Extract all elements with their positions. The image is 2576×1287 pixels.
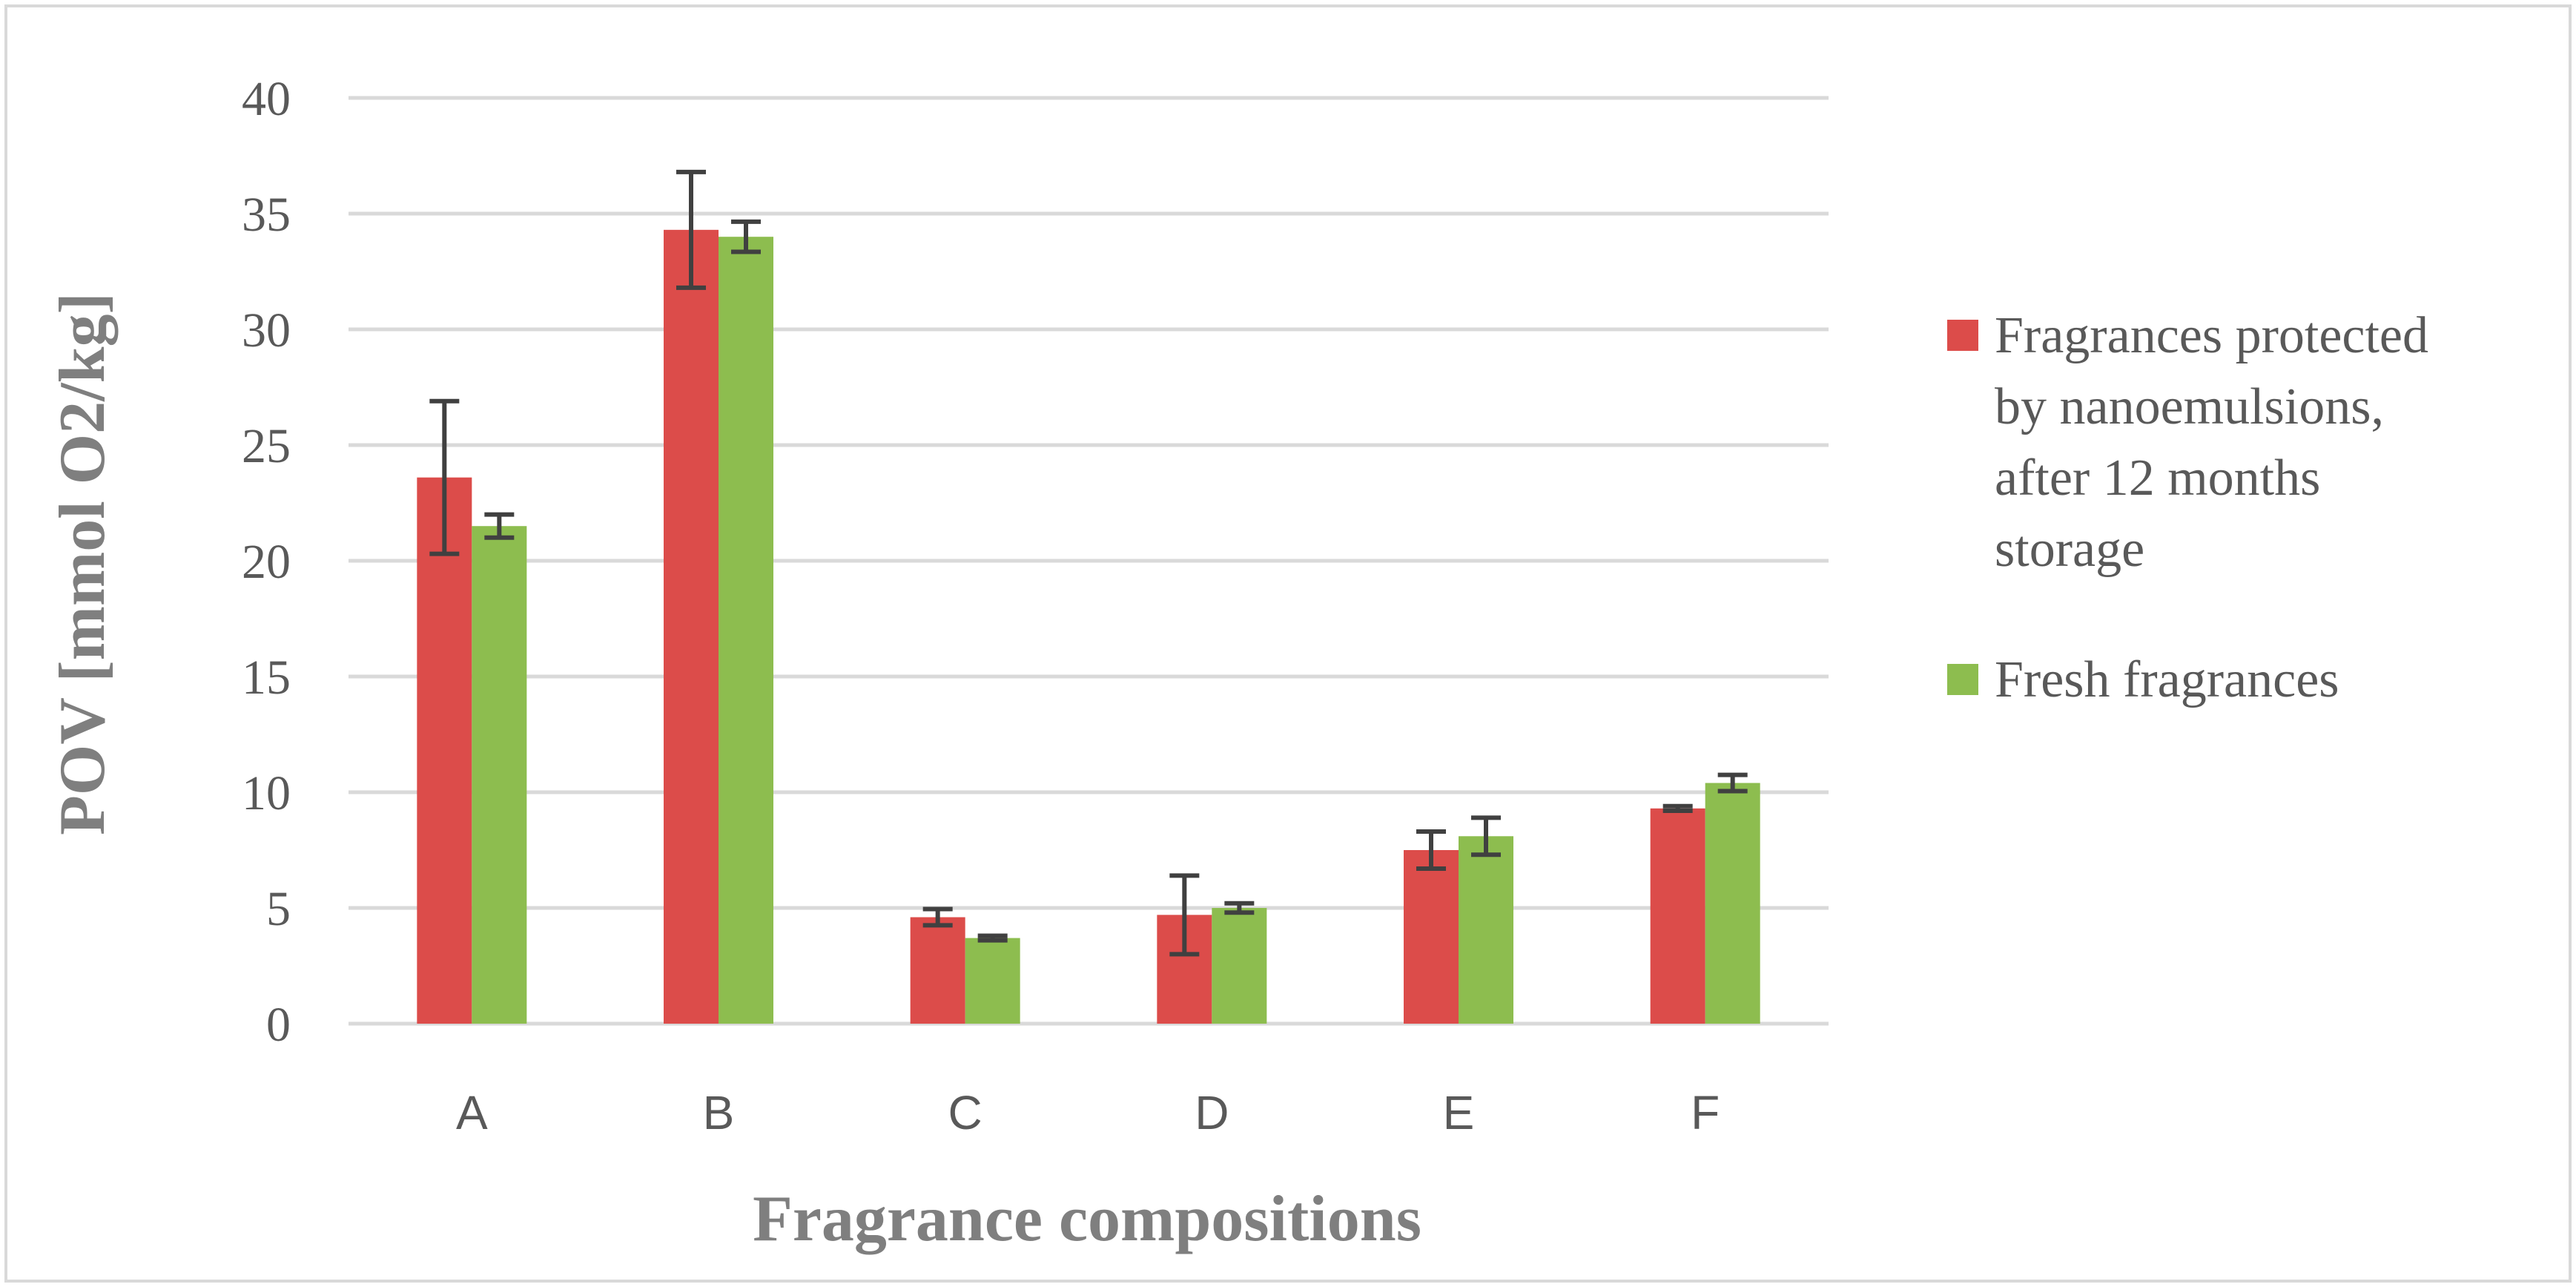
error-bar-C-series-1 [922,906,953,928]
legend: Fragrances protected by nanoemulsions, aft… [1947,307,2428,708]
x-axis-title: Fragrance compositions [753,1183,1421,1255]
y-tick-label: 40 [242,72,291,126]
error-bar-B-series-2 [731,219,761,254]
x-tick-label: E [1443,1086,1475,1139]
bar-E-series-1 [1404,850,1459,1024]
x-tick-label: C [948,1086,982,1139]
bar-C-series-1 [910,917,965,1024]
y-tick-label: 10 [242,766,291,820]
bar-A-series-2 [472,526,527,1024]
error-bar-E-series-1 [1416,829,1446,871]
bar-F-series-2 [1705,783,1760,1024]
x-tick-label: D [1195,1086,1229,1139]
y-tick-label: 30 [242,303,291,358]
error-bar-B-series-1 [676,169,706,290]
error-bar-F-series-2 [1717,772,1748,794]
x-tick-label: A [456,1086,488,1139]
y-tick-label: 20 [242,535,291,589]
legend-swatch [1947,664,1978,695]
legend-item-2: Fresh fragrances [1947,651,2339,708]
error-bar-D-series-1 [1169,873,1200,957]
legend-item-1: Fragrances protected by nanoemulsions, aft… [1947,307,2428,578]
y-tick-labels: 0 5 10 15 20 25 30 35 40 [242,72,291,1052]
bar-A-series-1 [417,477,472,1024]
y-tick-label: 0 [266,998,291,1052]
legend-label: Fragrances protected by nanoemulsions, aft… [1995,307,2428,578]
x-tick-labels: A B C D E F [456,1086,1720,1139]
bar-C-series-2 [965,938,1020,1024]
x-tick-label: F [1691,1086,1720,1139]
bar-E-series-2 [1459,836,1513,1024]
y-axis-title: POV [mmol O2/kg] [47,292,119,835]
bar-F-series-1 [1650,808,1705,1024]
bar-group [417,229,1760,1024]
chart-border [4,4,2572,1283]
y-tick-label: 35 [242,188,291,242]
x-tick-label: B [703,1086,735,1139]
error-bar-F-series-1 [1662,803,1693,813]
y-tick-label: 5 [266,882,291,936]
error-bar-group [429,169,1748,957]
error-bar-A-series-1 [429,398,460,556]
bar-B-series-2 [719,237,773,1024]
gridlines [349,96,1829,1026]
legend-label: Fresh fragrances [1995,651,2339,708]
error-bar-A-series-2 [484,512,515,540]
error-bar-E-series-2 [1471,815,1501,858]
y-tick-label: 25 [242,419,291,473]
error-bar-D-series-2 [1224,901,1255,915]
legend-swatch [1947,320,1978,351]
bar-D-series-2 [1212,908,1267,1024]
bar-B-series-1 [664,229,719,1024]
y-tick-label: 15 [242,651,291,705]
error-bar-C-series-2 [977,933,1008,943]
